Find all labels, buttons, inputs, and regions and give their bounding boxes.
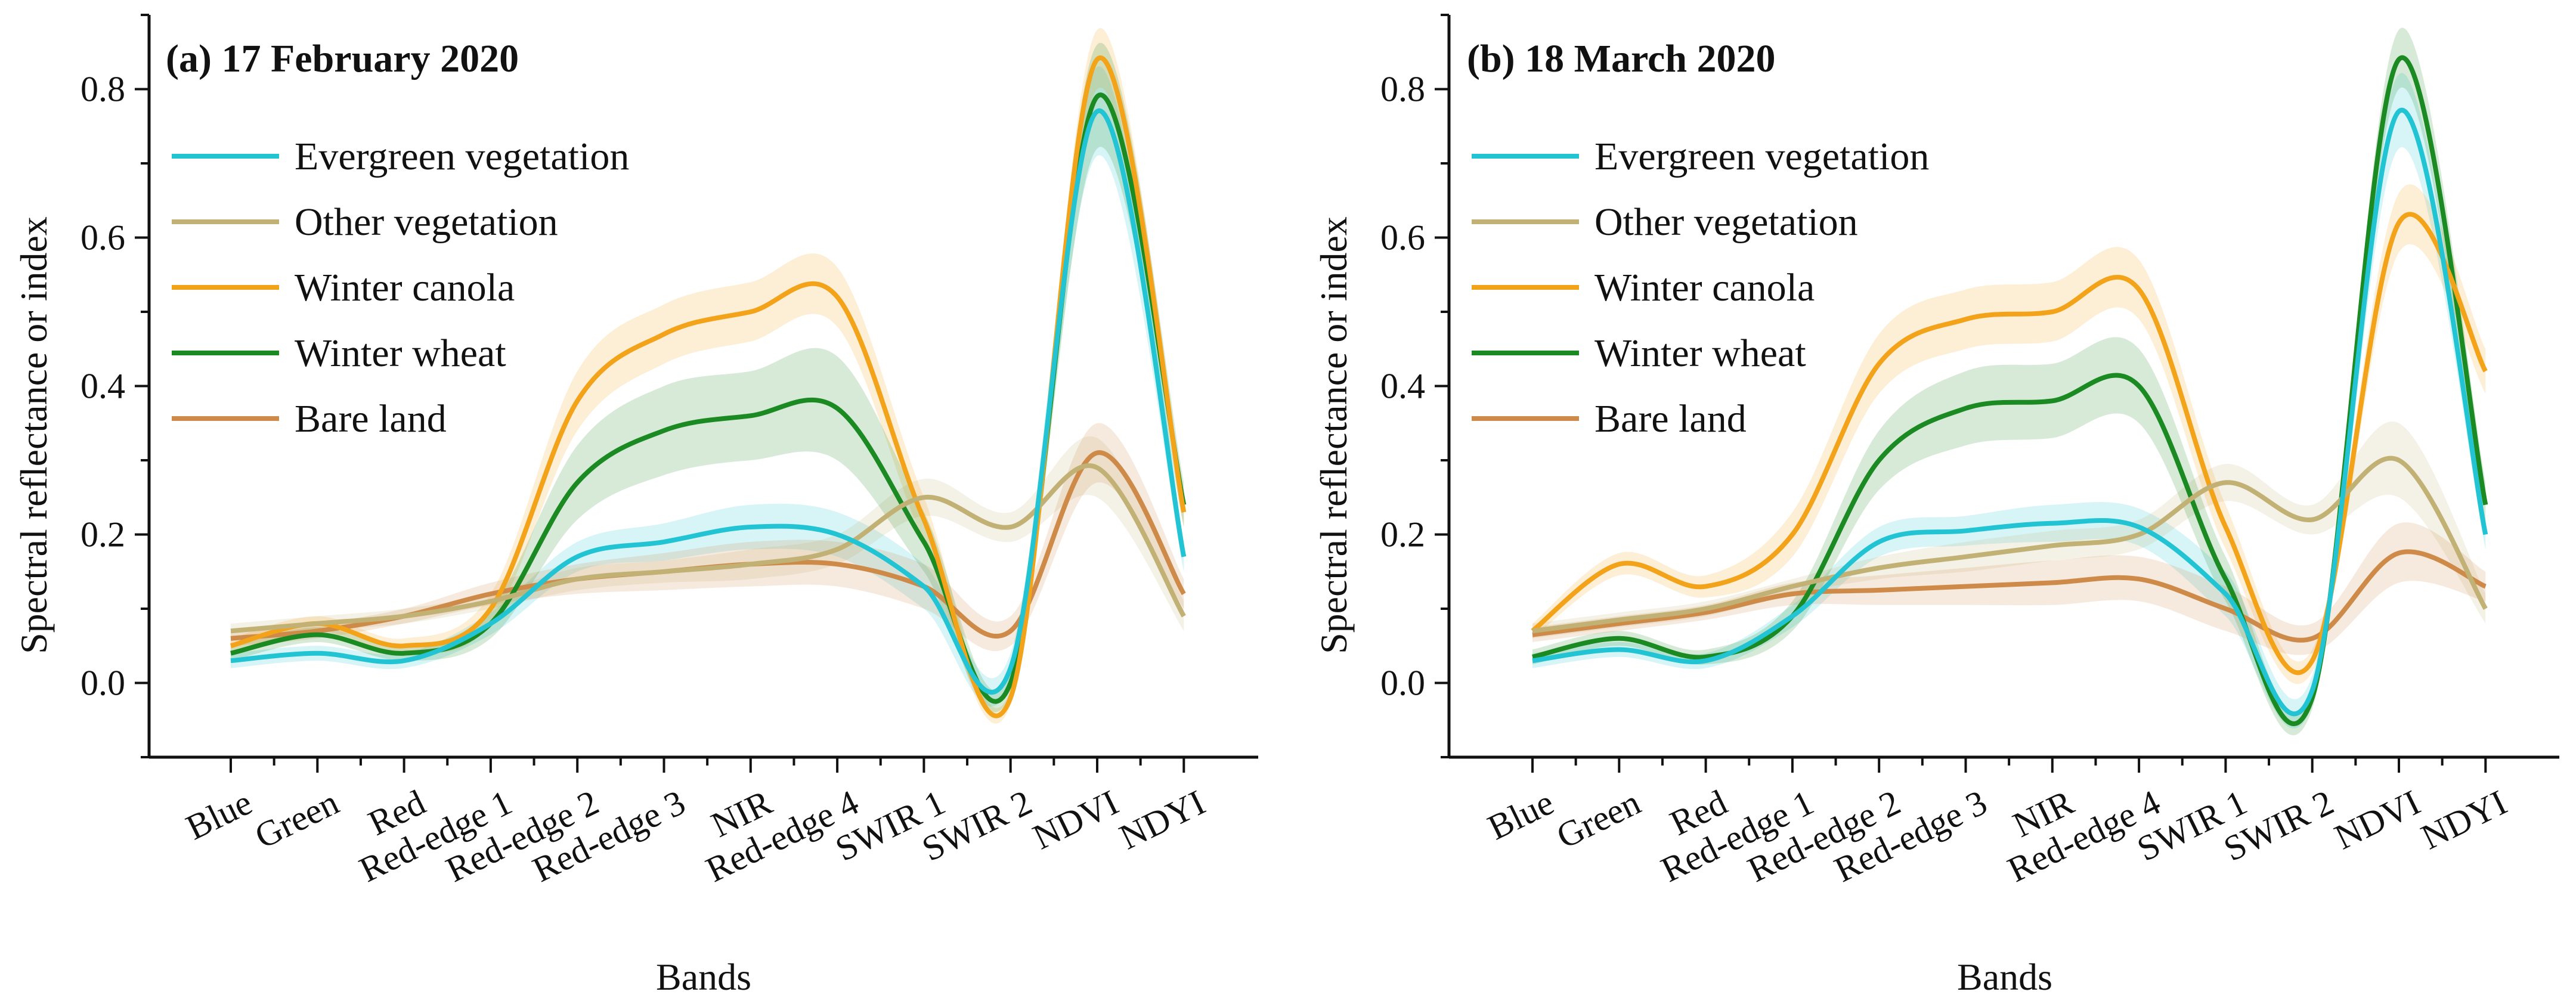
panel-a-x-tick-label: Blue bbox=[180, 782, 258, 847]
panel-a-x-tick-label: NDYI bbox=[1113, 782, 1211, 857]
series-band bbox=[1532, 522, 2486, 655]
series-band bbox=[231, 42, 1184, 712]
legend-label: Bare land bbox=[295, 397, 447, 441]
panel-a-y-tick-label: 0.8 bbox=[80, 70, 125, 109]
series-band bbox=[1532, 422, 2486, 639]
panel-b-y-tick-label: 0.8 bbox=[1380, 70, 1425, 109]
series-line bbox=[1532, 107, 2488, 717]
panel-a-y-tick-label: 0.0 bbox=[80, 664, 125, 703]
panel-b-xlabel: Bands bbox=[1957, 956, 2052, 998]
series-line bbox=[1532, 455, 2488, 634]
series-line bbox=[1532, 549, 2487, 643]
panel-a-y-tick-label: 0.2 bbox=[80, 515, 125, 554]
legend-label: Winter canola bbox=[1594, 266, 1815, 309]
series-line bbox=[1531, 212, 2488, 675]
series-band bbox=[1532, 27, 2486, 736]
panel-b-x-tick-label: NDVI bbox=[2329, 782, 2426, 857]
panel-a: (a) 17 February 2020 Bands Spectral refl… bbox=[13, 14, 1258, 998]
legend-label: Other vegetation bbox=[295, 200, 558, 244]
panel-b-ylabel: Spectral reflectance or index bbox=[1312, 216, 1355, 654]
panel-b-y-tick-label: 0.6 bbox=[1380, 218, 1425, 258]
panel-b-y-tick-label: 0.4 bbox=[1380, 367, 1425, 406]
legend-label: Evergreen vegetation bbox=[1594, 135, 1929, 178]
legend-label: Bare land bbox=[1594, 397, 1747, 441]
legend-label: Winter canola bbox=[295, 266, 515, 309]
legend-label: Winter wheat bbox=[295, 331, 506, 375]
panel-a-ylabel: Spectral reflectance or index bbox=[13, 216, 55, 654]
legend-label: Evergreen vegetation bbox=[295, 135, 629, 178]
series-line bbox=[1532, 55, 2488, 726]
panel-b-x-tick-label: Blue bbox=[1482, 782, 1560, 847]
panel-a-y-tick-label: 0.4 bbox=[80, 367, 125, 406]
panel-b-y-tick-label: 0.0 bbox=[1380, 664, 1425, 703]
panel-b-x-tick-label: Green bbox=[1550, 782, 1646, 856]
series-band bbox=[231, 436, 1184, 639]
panel-a-title: (a) 17 February 2020 bbox=[166, 37, 519, 80]
series-band bbox=[231, 27, 1184, 724]
panel-b-plot-area bbox=[1531, 27, 2488, 736]
legend-label: Winter wheat bbox=[1594, 331, 1806, 375]
panel-a-x-tick-label: NDVI bbox=[1027, 782, 1125, 857]
series-line bbox=[230, 463, 1186, 634]
legend-label: Other vegetation bbox=[1594, 200, 1858, 244]
panel-b: (b) 18 March 2020 Bands Spectral reflect… bbox=[1312, 14, 2559, 998]
series-line bbox=[230, 108, 1187, 695]
panel-a-plot-area bbox=[230, 27, 1187, 724]
series-line bbox=[230, 55, 1187, 718]
panel-b-x-tick-label: NDYI bbox=[2415, 782, 2513, 857]
panel-a-y-tick-label: 0.6 bbox=[80, 218, 125, 258]
panel-a-xlabel: Bands bbox=[656, 956, 751, 998]
panel-b-title: (b) 18 March 2020 bbox=[1467, 37, 1776, 80]
panel-a-x-tick-label: Green bbox=[249, 782, 345, 856]
panel-b-y-tick-label: 0.2 bbox=[1380, 515, 1425, 554]
